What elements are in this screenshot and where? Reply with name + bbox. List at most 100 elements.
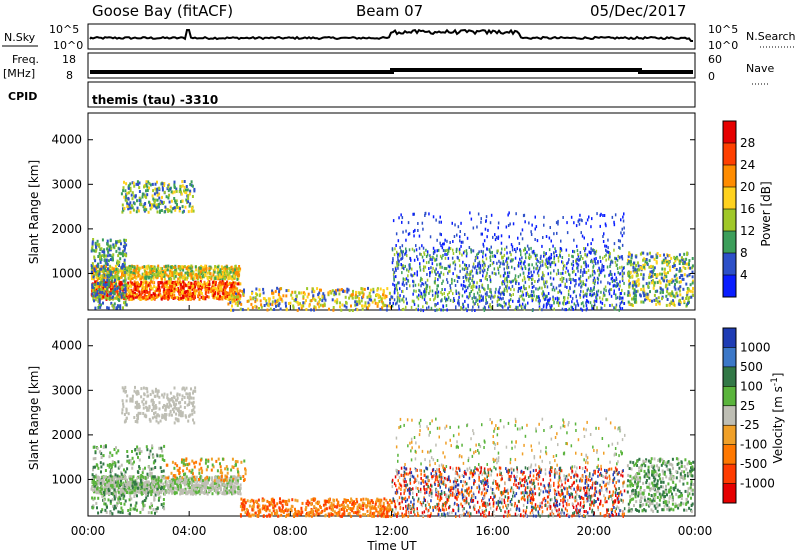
power-echo bbox=[429, 298, 431, 301]
power-echo bbox=[169, 284, 172, 288]
power-echo bbox=[421, 295, 424, 299]
power-echo bbox=[127, 184, 130, 188]
power-echo bbox=[560, 272, 562, 276]
power-echo bbox=[422, 309, 425, 313]
power-echo bbox=[129, 182, 132, 186]
power-echo bbox=[469, 282, 471, 286]
power-echo bbox=[499, 292, 502, 296]
power-echo bbox=[234, 286, 237, 290]
power-echo bbox=[569, 286, 571, 289]
power-echo bbox=[233, 274, 236, 278]
power-echo bbox=[483, 308, 486, 312]
power-echo bbox=[121, 266, 124, 270]
power-echo bbox=[494, 255, 497, 258]
power-echo bbox=[418, 293, 420, 297]
power-echo bbox=[238, 269, 241, 273]
power-echo bbox=[147, 272, 150, 276]
power-echo bbox=[643, 267, 646, 271]
power-echo bbox=[102, 269, 105, 273]
power-echo bbox=[665, 303, 668, 307]
power-echo bbox=[469, 292, 471, 295]
velocity-echo bbox=[139, 484, 141, 487]
power-echo bbox=[511, 265, 513, 269]
power-echo bbox=[98, 288, 101, 292]
power-echo bbox=[535, 267, 537, 271]
power-echo bbox=[575, 295, 577, 299]
power-echo bbox=[623, 302, 626, 305]
power-echo bbox=[426, 250, 429, 254]
power-echo bbox=[190, 285, 193, 289]
power-echo bbox=[173, 206, 176, 210]
power-echo bbox=[96, 295, 99, 299]
power-echo bbox=[184, 294, 187, 298]
power-echo bbox=[459, 230, 461, 233]
power-echo bbox=[474, 266, 476, 270]
power-echo bbox=[118, 292, 121, 296]
power-echo bbox=[277, 304, 280, 308]
power-echo bbox=[218, 275, 221, 279]
power-echo bbox=[476, 291, 479, 295]
power-echo bbox=[455, 250, 458, 253]
power-echo bbox=[235, 289, 238, 293]
power-echo bbox=[553, 232, 555, 236]
power-echo bbox=[199, 289, 202, 293]
power-echo bbox=[591, 217, 593, 221]
velocity-echo bbox=[207, 486, 210, 490]
power-echo bbox=[410, 305, 413, 309]
power-echo bbox=[566, 285, 568, 289]
power-echo bbox=[360, 299, 363, 303]
power-echo bbox=[650, 255, 653, 259]
power-echo bbox=[560, 247, 562, 251]
power-echo bbox=[460, 221, 462, 225]
power-colorbar-swatch bbox=[723, 165, 736, 188]
power-echo bbox=[401, 256, 404, 260]
power-echo bbox=[539, 266, 541, 270]
power-echo bbox=[499, 274, 502, 278]
power-echo bbox=[657, 296, 660, 300]
power-echo bbox=[482, 242, 484, 246]
power-echo bbox=[323, 294, 326, 298]
power-echo bbox=[503, 300, 505, 304]
power-echo bbox=[176, 280, 179, 284]
power-echo bbox=[171, 281, 174, 285]
power-echo bbox=[439, 273, 441, 277]
power-echo bbox=[507, 213, 509, 217]
power-echo bbox=[568, 253, 570, 257]
power-echo bbox=[135, 287, 138, 291]
velocity-echo bbox=[196, 480, 199, 484]
power-echo bbox=[210, 277, 213, 281]
power-echo bbox=[604, 293, 606, 297]
power-echo bbox=[628, 252, 631, 256]
power-echo bbox=[412, 230, 415, 234]
power-echo bbox=[340, 308, 343, 312]
power-echo bbox=[475, 285, 478, 289]
power-echo bbox=[521, 256, 523, 260]
power-echo bbox=[93, 286, 96, 290]
power-echo bbox=[222, 295, 225, 299]
power-echo bbox=[405, 277, 408, 281]
power-echo bbox=[129, 294, 132, 298]
power-echo bbox=[236, 289, 239, 293]
power-echo bbox=[169, 276, 172, 279]
power-echo bbox=[186, 290, 189, 293]
power-echo bbox=[574, 273, 577, 277]
power-echo bbox=[207, 295, 210, 299]
power-echo bbox=[566, 231, 569, 235]
power-echo bbox=[590, 251, 592, 255]
power-echo bbox=[391, 247, 394, 251]
power-echo bbox=[155, 203, 158, 207]
power-echo bbox=[615, 296, 617, 300]
power-echo bbox=[133, 280, 136, 284]
power-echo bbox=[551, 304, 553, 308]
power-echo bbox=[177, 265, 180, 268]
power-echo bbox=[482, 251, 484, 255]
power-echo bbox=[606, 250, 608, 254]
power-echo bbox=[132, 208, 135, 212]
cpid-panel bbox=[87, 81, 696, 108]
power-echo bbox=[614, 213, 617, 217]
power-echo bbox=[531, 299, 534, 303]
power-echo bbox=[553, 251, 555, 255]
power-echo bbox=[382, 291, 385, 295]
power-echo bbox=[440, 271, 442, 275]
power-echo bbox=[176, 203, 178, 206]
